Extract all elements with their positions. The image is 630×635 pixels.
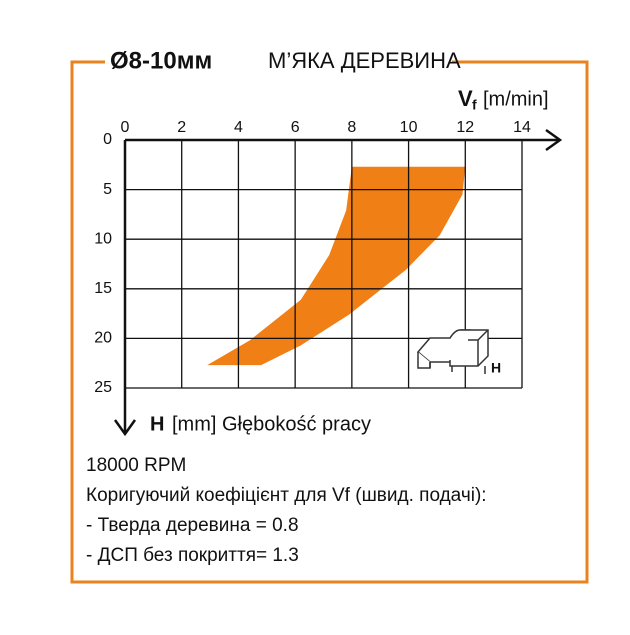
chart-subtitle: М’ЯКА ДЕРЕВИНА: [268, 48, 461, 73]
y-label: H: [150, 413, 164, 435]
y-tick-label: 5: [103, 181, 112, 198]
x-tick-label: 0: [121, 119, 130, 136]
x-tick-label: 2: [177, 119, 186, 136]
x-tick-label: 10: [400, 119, 418, 136]
note: 18000 RPM: [86, 455, 186, 476]
y-tick-label: 0: [103, 131, 112, 148]
x-arrow: [545, 128, 563, 152]
x-tick-label: 14: [513, 119, 531, 136]
y-tick-label: 10: [94, 230, 112, 247]
feed-region: [207, 166, 466, 366]
frame: [70, 60, 589, 584]
x-tick-label: 12: [456, 119, 474, 136]
x-label: V: [458, 86, 473, 111]
workpiece-icon: [416, 329, 489, 374]
note: Коригуючий коефіцієнт для Vf (швид. пода…: [86, 485, 487, 506]
x-tick-label: 4: [234, 119, 243, 136]
y-tick-label: 25: [94, 379, 112, 396]
y-label-text: [mm] Głębokość pracy: [172, 413, 371, 435]
chart-title: Ø8-10мм: [110, 47, 212, 74]
x-label-unit: [m/min]: [483, 88, 549, 110]
y-arrow: [113, 419, 137, 437]
icon-label: H: [491, 360, 501, 376]
x-tick-label: 8: [347, 119, 356, 136]
note: - Тверда деревина = 0.8: [86, 515, 299, 536]
x-tick-label: 6: [291, 119, 300, 136]
note: - ДСП без покриття= 1.3: [86, 545, 299, 566]
y-tick-label: 20: [94, 330, 112, 347]
x-label-sub: f: [472, 97, 477, 113]
y-tick-label: 15: [94, 280, 112, 297]
